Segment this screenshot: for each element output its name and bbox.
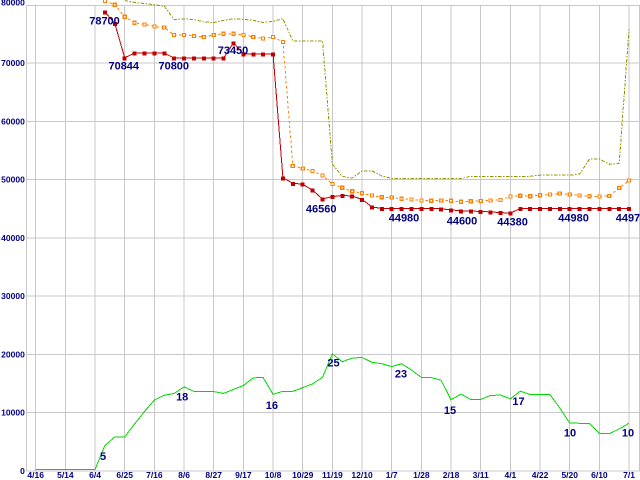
svg-text:5: 5: [100, 451, 106, 463]
svg-text:70800: 70800: [158, 61, 189, 73]
svg-text:7/1: 7/1: [623, 470, 635, 480]
svg-text:4/16: 4/16: [27, 470, 44, 480]
svg-text:6/25: 6/25: [116, 470, 133, 480]
svg-text:46560: 46560: [306, 203, 337, 215]
svg-text:73450: 73450: [218, 45, 249, 57]
svg-text:60000: 60000: [1, 116, 25, 126]
svg-text:25: 25: [327, 358, 339, 370]
svg-text:4/1: 4/1: [504, 470, 516, 480]
svg-text:10/29: 10/29: [292, 470, 314, 480]
svg-text:44980: 44980: [389, 213, 420, 225]
svg-text:44980: 44980: [558, 212, 589, 224]
svg-text:6/10: 6/10: [591, 470, 608, 480]
svg-text:50000: 50000: [1, 175, 25, 185]
svg-text:7/16: 7/16: [146, 470, 163, 480]
svg-text:15: 15: [444, 405, 456, 417]
svg-text:3/11: 3/11: [473, 470, 489, 480]
svg-text:4/22: 4/22: [532, 470, 549, 480]
svg-text:5/14: 5/14: [57, 470, 74, 480]
svg-text:80000: 80000: [1, 0, 25, 7]
svg-text:18: 18: [176, 392, 188, 404]
svg-text:8/27: 8/27: [205, 470, 222, 480]
svg-text:16: 16: [266, 400, 278, 412]
svg-text:30000: 30000: [1, 291, 25, 301]
svg-text:12/10: 12/10: [351, 470, 373, 480]
svg-text:1/28: 1/28: [413, 470, 430, 480]
svg-text:44970: 44970: [616, 212, 640, 224]
svg-text:10000: 10000: [1, 408, 25, 418]
svg-text:10: 10: [564, 427, 576, 439]
svg-text:70844: 70844: [108, 61, 139, 73]
svg-text:8/6: 8/6: [178, 470, 190, 480]
svg-text:70000: 70000: [1, 58, 25, 68]
svg-text:0: 0: [20, 466, 25, 476]
svg-text:23: 23: [395, 368, 407, 380]
svg-text:11/19: 11/19: [322, 470, 343, 480]
svg-text:9/17: 9/17: [235, 470, 252, 480]
svg-text:44380: 44380: [497, 217, 528, 229]
svg-text:10: 10: [622, 427, 634, 439]
svg-text:2/18: 2/18: [443, 470, 460, 480]
svg-text:6/4: 6/4: [89, 470, 101, 480]
svg-text:20000: 20000: [1, 349, 25, 359]
svg-text:10/8: 10/8: [265, 470, 282, 480]
svg-text:1/7: 1/7: [386, 470, 398, 480]
svg-text:78700: 78700: [89, 15, 120, 27]
svg-text:17: 17: [512, 396, 524, 408]
svg-text:44600: 44600: [447, 216, 478, 228]
svg-text:40000: 40000: [1, 233, 25, 243]
svg-text:5/20: 5/20: [561, 470, 578, 480]
